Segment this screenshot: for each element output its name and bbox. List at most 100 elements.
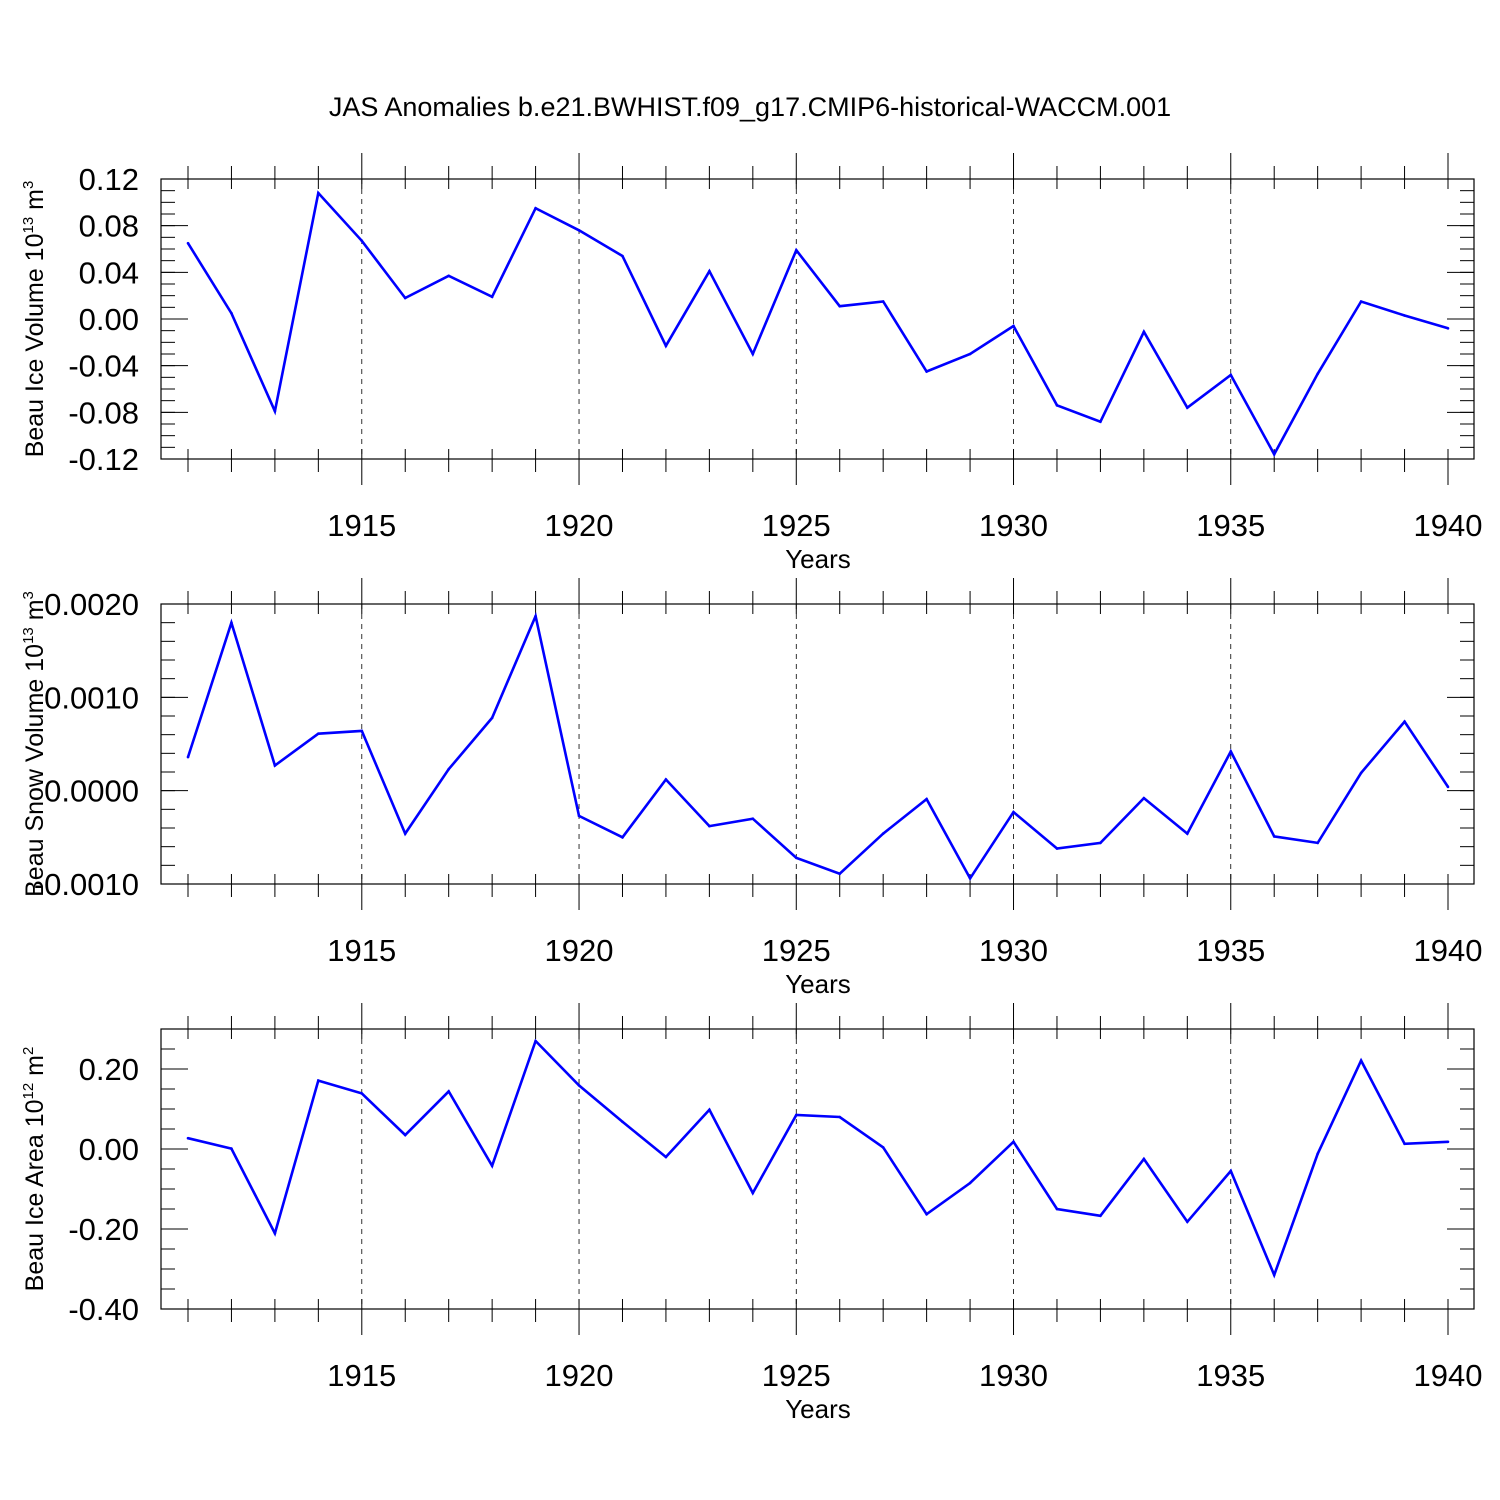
- x-axis-title: Years: [785, 544, 851, 574]
- data-point: [230, 621, 233, 624]
- y-tick-label: -0.40: [68, 1292, 139, 1327]
- data-point: [403, 832, 407, 835]
- data-point: [403, 296, 407, 300]
- data-point: [838, 872, 842, 876]
- x-tick-label: 1940: [1414, 1358, 1483, 1393]
- figure-title: JAS Anomalies b.e21.BWHIST.f09_g17.CMIP6…: [329, 92, 1171, 122]
- data-point: [186, 755, 190, 759]
- data-point: [490, 1164, 494, 1168]
- y-tick-label: -0.0010: [34, 867, 139, 902]
- data-point: [534, 1039, 537, 1043]
- x-axis-title: Years: [785, 1394, 851, 1424]
- y-axis-title: Beau Ice Volume 1013 m3: [20, 181, 49, 458]
- data-point: [447, 1090, 450, 1093]
- data-point: [838, 1115, 842, 1119]
- x-tick-label: 1930: [979, 933, 1048, 968]
- data-point: [577, 1084, 581, 1087]
- data-point: [1403, 314, 1406, 317]
- data-point: [360, 1092, 364, 1095]
- y-tick-label: 0.00: [79, 1132, 139, 1167]
- y-tick-label: -0.04: [68, 349, 139, 384]
- y-axis-title: Beau Ice Area 1012 m2: [20, 1047, 49, 1292]
- data-point: [317, 1079, 320, 1082]
- data-point: [1142, 330, 1146, 334]
- data-point: [490, 295, 494, 299]
- y-tick-label: 0.0010: [44, 680, 139, 715]
- data-point: [577, 814, 581, 818]
- data-point: [1055, 847, 1059, 850]
- x-tick-label: 1920: [545, 508, 614, 543]
- data-point: [360, 239, 364, 243]
- data-point: [1012, 810, 1015, 814]
- data-point: [881, 1146, 885, 1149]
- data-point: [1142, 796, 1146, 800]
- data-point: [273, 1232, 277, 1235]
- x-axis-title: Years: [785, 969, 851, 999]
- data-point: [925, 1212, 928, 1216]
- y-tick-label: -0.08: [68, 395, 139, 430]
- x-tick-label: 1940: [1414, 508, 1483, 543]
- data-point: [708, 824, 711, 828]
- data-point: [447, 767, 450, 771]
- series-line: [186, 190, 1449, 458]
- series-line: [186, 611, 1450, 881]
- data-point: [1229, 373, 1233, 377]
- data-point: [1403, 720, 1406, 723]
- data-point: [968, 877, 972, 880]
- data-point: [360, 729, 364, 733]
- data-point: [621, 1120, 624, 1124]
- data-point: [1359, 771, 1363, 775]
- data-point: [621, 836, 624, 839]
- data-point: [751, 1191, 755, 1195]
- x-tick-label: 1925: [762, 933, 831, 968]
- data-point: [447, 274, 450, 278]
- data-point: [708, 1108, 711, 1112]
- data-point: [1316, 841, 1319, 845]
- y-tick-label: 0.0020: [44, 587, 139, 622]
- panel-ice-area: 1915 1920 1925 1930 1935 1940 Years -0.40 -0.20 0…: [20, 1003, 1482, 1424]
- data-point: [751, 817, 755, 820]
- data-point: [794, 248, 798, 252]
- data-point: [1186, 832, 1189, 835]
- plot-frame: [160, 603, 1475, 885]
- data-point: [1012, 1140, 1015, 1144]
- data-point: [1099, 1214, 1102, 1218]
- series-line: [187, 1038, 1449, 1279]
- y-tick-label: 0.12: [79, 162, 139, 197]
- x-tick-label: 1935: [1196, 508, 1265, 543]
- data-point: [794, 1113, 798, 1117]
- y-tick-label: -0.20: [68, 1212, 139, 1247]
- x-tick-label: 1930: [979, 508, 1048, 543]
- data-point: [794, 856, 798, 860]
- data-point: [1142, 1157, 1146, 1161]
- plot-frame: [160, 178, 1475, 460]
- panel-ice-volume: 1915 1920 1925 1930 1935 1940 Years -0.12 -0.08 -…: [20, 153, 1482, 574]
- y-tick-label: 0.00: [79, 302, 139, 337]
- data-point: [1272, 835, 1276, 838]
- data-point: [403, 1133, 407, 1137]
- data-point: [1229, 1169, 1233, 1173]
- data-point: [925, 370, 928, 373]
- data-point: [968, 1181, 972, 1185]
- data-point: [490, 716, 494, 720]
- x-tick-label: 1915: [327, 933, 396, 968]
- data-point: [1099, 841, 1102, 845]
- y-tick-label: 0.08: [79, 209, 139, 244]
- data-point: [186, 1136, 190, 1140]
- data-point: [1403, 1142, 1406, 1146]
- y-tick-label: 0.04: [79, 255, 139, 290]
- data-point: [1055, 404, 1059, 407]
- data-point: [230, 1147, 233, 1150]
- data-point: [664, 344, 668, 348]
- data-point: [534, 206, 537, 210]
- data-point: [664, 778, 668, 781]
- data-point: [1229, 750, 1233, 753]
- data-point: [1099, 420, 1102, 423]
- x-tick-label: 1940: [1414, 933, 1483, 968]
- data-point: [273, 764, 277, 767]
- data-point: [968, 352, 972, 356]
- data-point: [1446, 1140, 1450, 1144]
- x-tick-label: 1935: [1196, 933, 1265, 968]
- data-point: [1359, 1059, 1363, 1062]
